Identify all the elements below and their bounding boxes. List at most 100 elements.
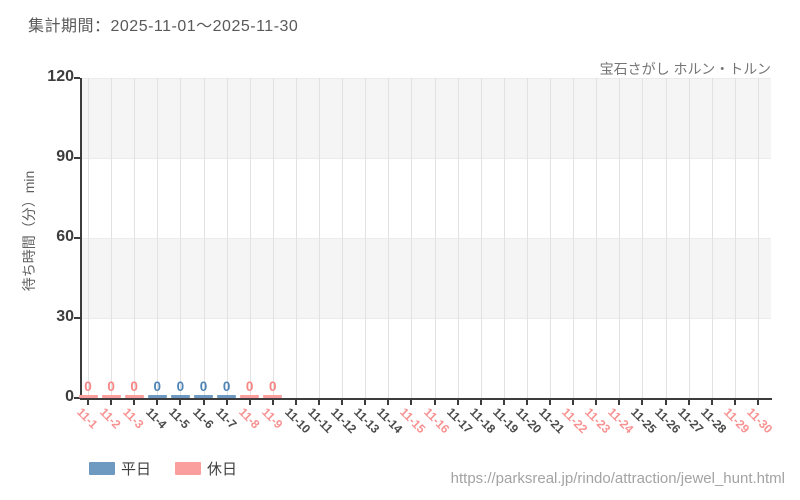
legend-item: 平日 [89,458,151,479]
bar-value-label: 0 [107,379,115,394]
x-tick-label: 11-30 [743,405,776,437]
legend-item: 休日 [175,458,237,479]
vertical-gridline [88,78,89,398]
wait-time-bar [240,395,260,398]
x-tick-mark [133,400,136,405]
x-tick-mark [595,400,598,405]
vertical-gridline [203,78,205,398]
wait-time-bar [263,395,283,398]
vertical-gridline [550,78,551,398]
x-tick-label: 11-11 [305,405,336,436]
x-tick-mark [225,400,228,405]
bar-value-label: 0 [84,379,92,394]
x-tick-mark [156,400,159,405]
x-tick-mark [179,400,182,405]
x-tick-label: 11-16 [420,405,452,437]
y-tick-mark [74,317,80,319]
bar-value-label: 0 [199,379,208,394]
x-tick-mark [387,400,390,405]
x-tick-label: 11-18 [466,405,498,437]
chart-title: 宝石さがし ホルン・トルン [599,61,771,77]
x-tick-mark [733,400,736,405]
vertical-gridline [180,78,182,398]
plot-band [81,238,771,318]
legend-swatch [175,462,202,475]
vertical-gridline [457,78,459,398]
x-axis-line [80,398,772,400]
wait-time-bar [217,395,237,398]
horizontal-gridline [81,238,771,239]
x-tick-mark [687,400,690,405]
bar-value-label: 0 [222,379,231,394]
x-tick-label: 11-8 [235,405,263,432]
x-tick-label: 11-25 [628,405,660,437]
x-tick-mark [618,400,621,405]
x-tick-mark [641,400,644,405]
vertical-gridline [319,78,320,398]
vertical-gridline [596,78,598,398]
vertical-gridline [526,78,528,398]
vertical-gridline [757,78,759,398]
wait-time-bar [78,395,98,398]
x-tick-label: 11-9 [258,405,286,432]
vertical-gridline [157,78,159,398]
bar-value-label: 0 [153,379,162,394]
x-tick-mark [271,400,274,405]
x-tick-label: 11-28 [697,405,729,437]
x-tick-mark [549,400,551,405]
vertical-gridline [111,78,113,398]
vertical-gridline [272,78,274,398]
vertical-gridline [226,78,228,398]
x-tick-label: 11-2 [97,405,124,432]
x-tick-mark [756,400,759,405]
x-tick-mark [433,400,436,405]
legend-label: 平日 [121,461,152,478]
vertical-gridline [734,78,736,398]
horizontal-gridline [81,158,771,159]
x-tick-mark [572,400,575,405]
bar-value-label: 0 [245,379,254,394]
y-tick-mark [74,157,80,159]
vertical-gridline [434,78,436,398]
x-tick-label: 11-4 [143,405,170,432]
y-tick-mark [74,77,80,79]
vertical-gridline [480,78,482,398]
vertical-gridline [642,78,644,398]
x-tick-mark [294,400,297,405]
vertical-gridline [665,78,667,398]
x-tick-label: 11-1 [74,405,101,432]
x-tick-mark [502,400,505,405]
vertical-gridline [711,78,713,398]
x-tick-label: 11-6 [189,405,217,432]
vertical-gridline [503,78,505,398]
bar-value-label: 0 [176,379,185,394]
vertical-gridline [249,78,251,398]
vertical-gridline [388,78,390,398]
legend-label: 休日 [207,461,238,478]
y-tick-label: 0 [65,388,74,405]
x-tick-label: 11-26 [651,405,683,437]
legend: 平日 休日 [89,458,237,479]
wait-time-bar [170,395,190,398]
x-tick-label: 11-17 [443,405,475,437]
wait-time-bar [147,395,167,398]
y-tick-label: 60 [56,228,74,245]
x-tick-mark [318,400,320,405]
wait-time-bar [194,395,213,398]
y-tick-mark [74,237,80,239]
vertical-gridline [688,78,690,398]
vertical-gridline [134,78,136,398]
x-tick-mark [410,400,413,405]
y-tick-mark [74,397,80,399]
x-tick-label: 11-27 [674,405,706,437]
y-axis-line [80,78,82,400]
source-url: https://parksreal.jp/rindo/attraction/je… [450,470,785,487]
horizontal-gridline [81,78,771,79]
legend-swatch [89,462,115,475]
x-tick-label: 11-3 [120,405,147,432]
wait-time-bar [124,395,144,398]
bar-value-label: 0 [130,379,138,394]
wait-time-bar [101,395,121,398]
x-tick-mark [525,400,528,405]
